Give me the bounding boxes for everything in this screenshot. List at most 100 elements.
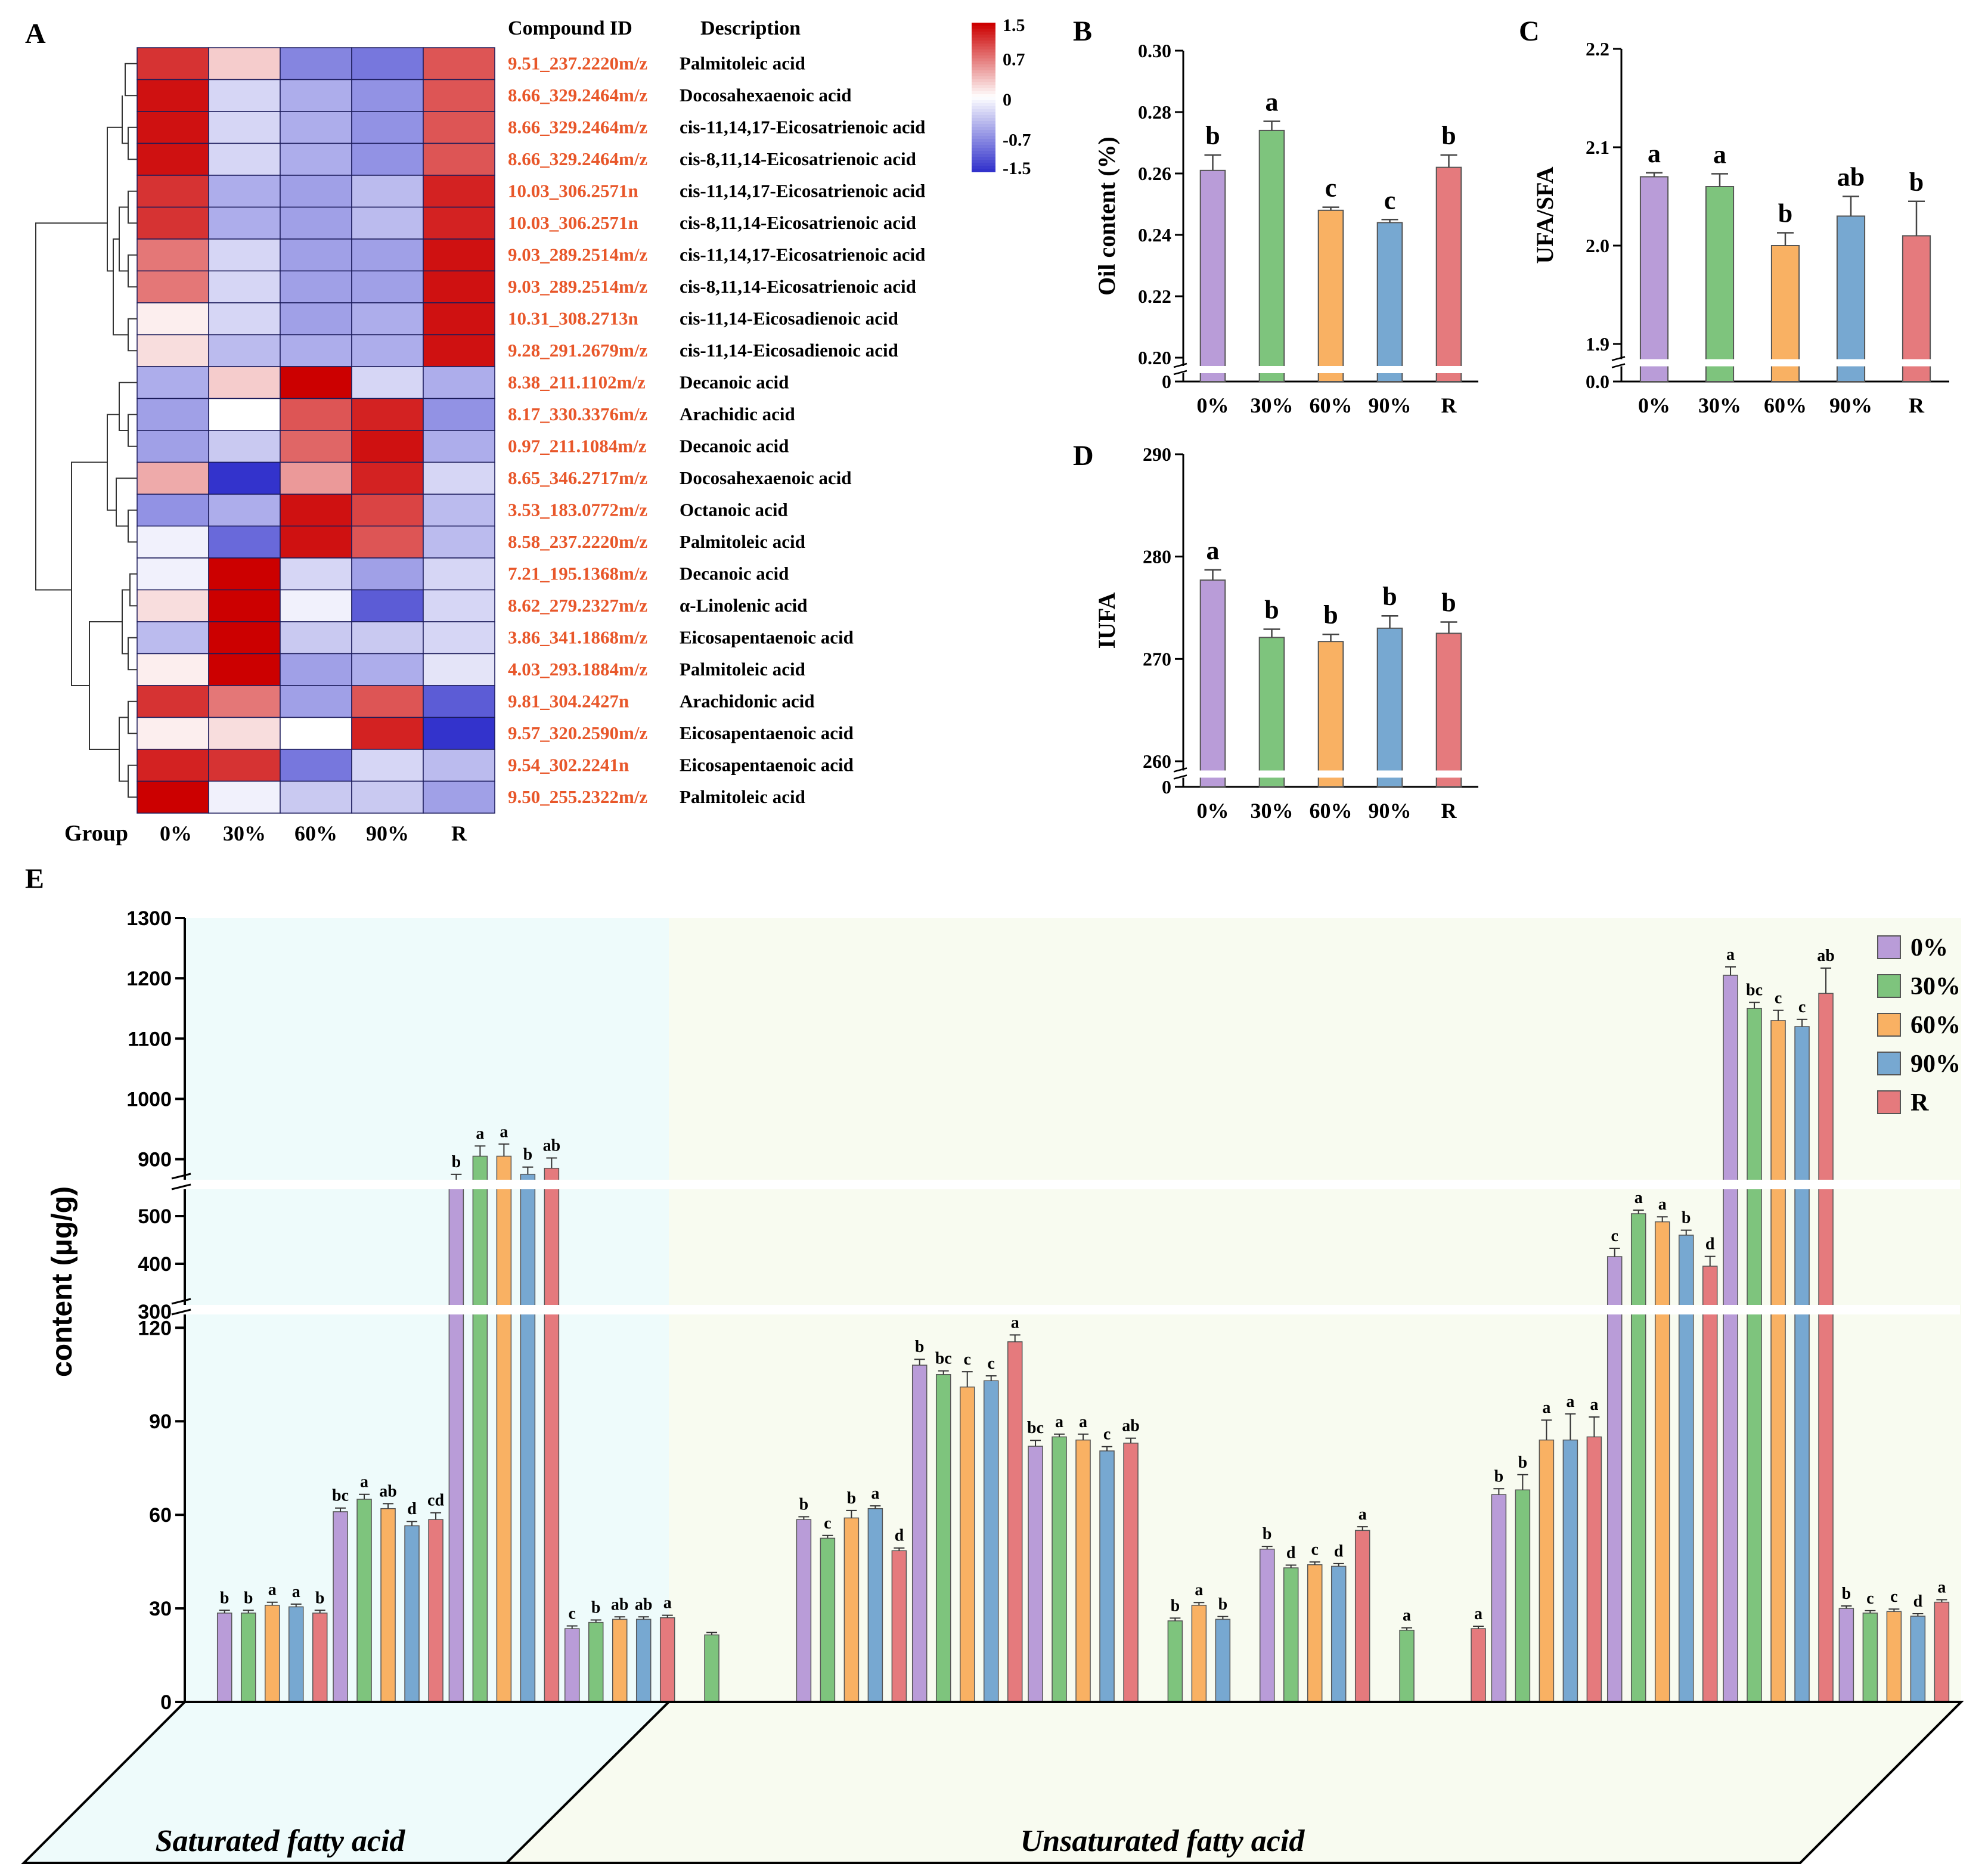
heatmap-cell [423, 780, 495, 814]
significance-letter: a [1011, 1313, 1019, 1332]
significance-letter: b [847, 1489, 857, 1508]
axis-break-mark [1173, 362, 1187, 368]
colorbar-tick-label: -0.7 [1003, 131, 1031, 150]
x-tick-label: 30% [1698, 393, 1741, 417]
compound-description-label: Eicosapentaenoic acid [680, 627, 854, 647]
heatmap-cell [137, 494, 209, 527]
significance-letter: c [1866, 1589, 1874, 1608]
significance-letter: b [220, 1589, 229, 1607]
panel-label-a: A [25, 18, 46, 49]
colorbar-segment [972, 94, 995, 98]
colorbar-segment [972, 100, 995, 104]
colorbar-segment [972, 163, 995, 166]
bar [891, 1550, 907, 1703]
compound-description-label: Eicosapentaenoic acid [680, 723, 854, 743]
significance-letter: ab [611, 1595, 629, 1614]
heatmap-cell [208, 270, 281, 303]
significance-letter: c [1325, 173, 1337, 203]
heatmap-cell [351, 366, 424, 399]
y-tick-label: 500 [138, 1205, 172, 1228]
colorbar-segment [972, 64, 995, 68]
compound-description-label: Docosahexaenoic acid [680, 467, 851, 488]
heatmap-cell [423, 302, 495, 336]
significance-letter: a [1403, 1607, 1411, 1625]
heatmap-cell [423, 270, 495, 303]
x-tick-label: R [1441, 799, 1457, 823]
axis-break-band [1173, 770, 1478, 778]
bar [612, 1618, 628, 1703]
significance-letter: a [1079, 1413, 1087, 1431]
significance-letter: b [915, 1338, 925, 1356]
y-tick-label: 0 [160, 1691, 172, 1714]
colorbar-segment [972, 103, 995, 107]
x-tick-label: 0% [1638, 393, 1670, 417]
x-tick-label: 0% [1197, 393, 1229, 417]
significance-letter: c [1611, 1227, 1618, 1245]
heatmap-cell [280, 238, 352, 272]
colorbar-segment [972, 52, 995, 56]
heatmap-cell [351, 302, 424, 336]
colorbar-segment [972, 58, 995, 62]
bar [1376, 222, 1403, 382]
bar [1654, 1221, 1670, 1703]
legend-label: 0% [1910, 934, 1948, 962]
heatmap-cell [351, 206, 424, 240]
compound-id-label: 7.21_195.1368m/z [508, 563, 647, 584]
compound-id-label: 8.17_330.3376m/z [508, 404, 647, 424]
bar [820, 1537, 836, 1703]
heatmap-cell [423, 47, 495, 80]
significance-letter: b [591, 1599, 601, 1617]
heatmap-cell [208, 111, 281, 144]
y-tick-label: 0 [1162, 776, 1171, 798]
heatmap-cell [423, 653, 495, 686]
compound-id-label: 9.81_304.2427n [508, 690, 629, 711]
x-tick-label: 60% [1310, 393, 1353, 417]
heatmap-cell [351, 79, 424, 112]
heatmap-cell [280, 47, 352, 80]
bar [1836, 215, 1866, 382]
bar [1770, 1020, 1786, 1703]
bar [1167, 1620, 1183, 1703]
heatmap-cell [351, 47, 424, 80]
significance-letter: a [1542, 1399, 1550, 1417]
compound-id-label: 3.86_341.1868m/z [508, 627, 647, 647]
bar [428, 1519, 443, 1703]
heatmap-cell [280, 175, 352, 208]
bar [588, 1621, 604, 1703]
compound-id-label: 9.03_289.2514m/z [508, 276, 647, 297]
bar [1723, 975, 1738, 1703]
heatmap-column-label: 30% [223, 821, 266, 845]
bar [380, 1508, 396, 1703]
y-tick-label: 2.0 [1586, 235, 1609, 256]
significance-letter: bc [1027, 1419, 1044, 1437]
significance-letter: c [1311, 1540, 1318, 1559]
panel-label-b: B [1073, 15, 1092, 47]
heatmap-cell [208, 366, 281, 399]
x-tick-label: R [1909, 393, 1925, 417]
heatmap-cell [208, 685, 281, 718]
significance-letter: bc [332, 1487, 349, 1505]
bar [1515, 1489, 1531, 1703]
compound-description-label: α-Linolenic acid [680, 595, 808, 616]
compound-id-label: 9.50_255.2322m/z [508, 786, 647, 807]
colorbar-segment [972, 160, 995, 163]
significance-letter: a [871, 1484, 879, 1503]
heatmap-cell [423, 717, 495, 750]
compound-description-label: Palmitoleic acid [680, 52, 805, 73]
heatmap-cell [208, 780, 281, 814]
x-tick-label: 90% [1369, 393, 1412, 417]
y-axis-title: Oil content (%) [1093, 137, 1120, 296]
heatmap-cell [208, 621, 281, 655]
bar [1283, 1567, 1299, 1703]
heatmap-cell [208, 334, 281, 367]
heatmap-cell [280, 111, 352, 144]
y-tick-label: 1000 [126, 1088, 172, 1111]
heatmap-cell [423, 430, 495, 463]
compound-id-label: 0.97_211.1084m/z [508, 435, 647, 456]
heatmap-cell [280, 494, 352, 527]
heatmap-cell [208, 302, 281, 336]
y-tick-label: 0.22 [1138, 286, 1171, 307]
heatmap-column-label: 0% [160, 821, 192, 845]
bar [1705, 186, 1735, 382]
colorbar-segment [972, 154, 995, 157]
